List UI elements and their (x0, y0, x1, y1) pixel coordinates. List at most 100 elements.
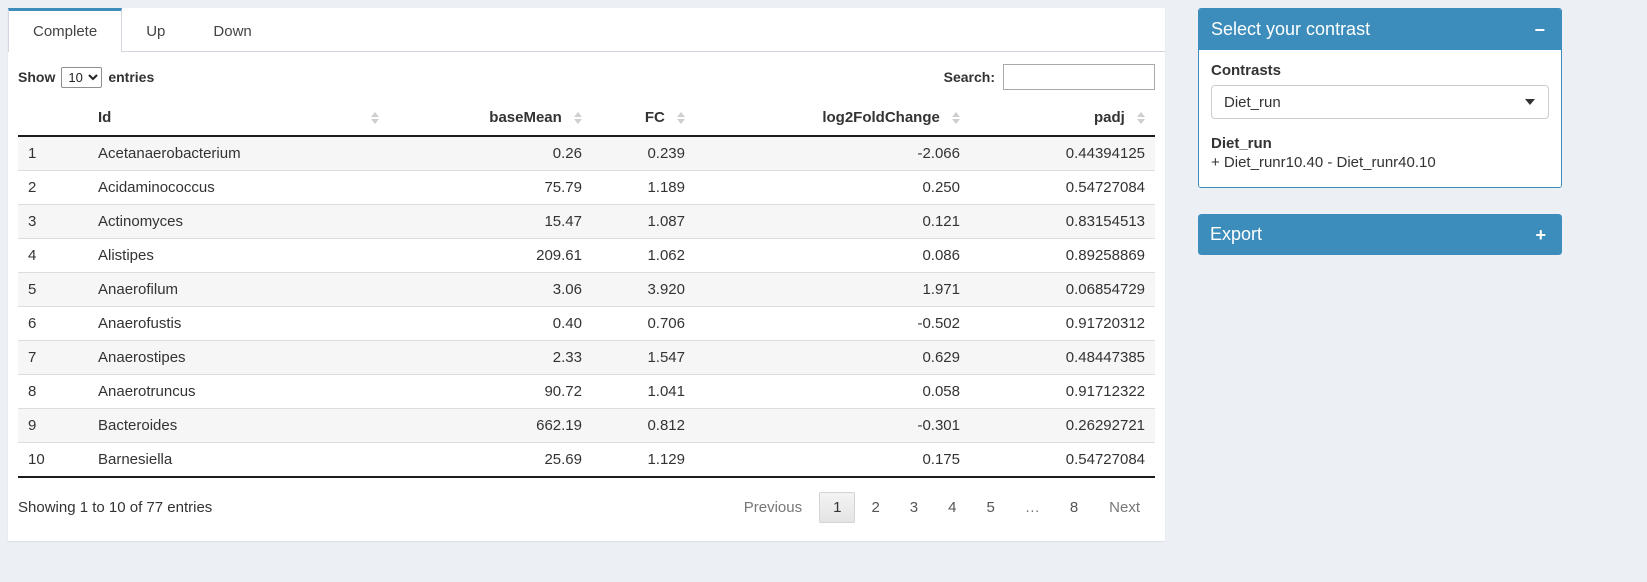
column-header-log2fc[interactable]: log2FoldChange (695, 100, 970, 137)
pagination-page-8-label[interactable]: 8 (1069, 499, 1079, 516)
cell-padj: 0.83154513 (970, 204, 1155, 239)
cell-rownum: 6 (18, 306, 88, 341)
minus-icon: − (1534, 19, 1545, 40)
pagination-page-1[interactable]: 1 (817, 492, 856, 523)
cell-id: Alistipes (88, 238, 385, 273)
cell-fc: 1.041 (592, 374, 695, 409)
cell-fc: 1.547 (592, 340, 695, 375)
cell-log2fc: 0.250 (695, 170, 970, 205)
caret-down-icon (1525, 99, 1535, 105)
export-box-title: Export (1210, 224, 1263, 244)
cell-rownum: 2 (18, 170, 88, 205)
pagination-ellipsis-label: … (1024, 499, 1040, 516)
cell-id: Anaerofilum (88, 272, 385, 307)
pagination-page-4[interactable]: 4 (932, 492, 970, 523)
cell-id: Anaerotruncus (88, 374, 385, 409)
tab-down-label[interactable]: Down (213, 23, 252, 40)
table-row: 5 Anaerofilum 3.06 3.920 1.971 0.0685472… (18, 272, 1155, 307)
pagination-ellipsis: … (1009, 492, 1054, 523)
expand-button[interactable]: + (1531, 226, 1550, 244)
cell-id: Anaerostipes (88, 340, 385, 375)
pagination-previous[interactable]: Previous (727, 492, 817, 523)
contrast-box-header: Select your contrast − (1199, 9, 1561, 50)
pagination-page-8[interactable]: 8 (1054, 492, 1092, 523)
cell-basemean: 662.19 (385, 408, 592, 443)
column-header-id[interactable]: Id (88, 100, 385, 137)
table-row: 10 Barnesiella 25.69 1.129 0.175 0.54727… (18, 442, 1155, 478)
contrasts-select[interactable]: Diet_run (1211, 85, 1549, 119)
cell-basemean: 3.06 (385, 272, 592, 307)
sort-icon (1137, 112, 1145, 125)
column-header-fc-label: FC (644, 109, 665, 126)
cell-log2fc: -0.502 (695, 306, 970, 341)
cell-rownum: 5 (18, 272, 88, 307)
pagination-page-3-label[interactable]: 3 (909, 499, 919, 516)
column-header-padj-label: padj (1093, 109, 1125, 126)
column-header-fc[interactable]: FC (592, 100, 695, 137)
pagination-next-label[interactable]: Next (1109, 499, 1140, 516)
cell-rownum: 1 (28, 145, 37, 162)
collapse-button[interactable]: − (1530, 21, 1549, 39)
export-box-header: Export + (1198, 214, 1562, 255)
contrast-box-body: Contrasts Diet_run Diet_run + Diet_runr1… (1199, 50, 1561, 187)
cell-fc: 0.812 (592, 408, 695, 443)
pagination-previous-label[interactable]: Previous (743, 499, 803, 516)
cell-rownum: 4 (18, 238, 88, 273)
tab-bar: Complete Up Down (8, 8, 1165, 52)
tab-complete[interactable]: Complete (8, 8, 123, 52)
cell-rownum: 9 (18, 408, 88, 443)
sort-icon (677, 112, 685, 125)
cell-basemean: 2.33 (385, 340, 592, 375)
cell-id: Bacteroides (88, 408, 385, 443)
cell-padj: 0.06854729 (970, 272, 1155, 307)
cell-fc: 0.239 (647, 145, 685, 162)
column-header-basemean[interactable]: baseMean (385, 100, 592, 137)
tab-up[interactable]: Up (122, 8, 189, 51)
contrast-formula: + Diet_runr10.40 - Diet_runr40.10 (1211, 154, 1436, 171)
search-control: Search: (944, 64, 1155, 90)
pagination-page-3[interactable]: 3 (894, 492, 932, 523)
column-header-id-label: Id (98, 109, 112, 126)
pagination-page-2-label[interactable]: 2 (871, 499, 880, 516)
pagination-next[interactable]: Next (1092, 492, 1155, 523)
datatable-footer: Showing 1 to 10 of 77 entries Previous 1 2… (18, 478, 1155, 527)
page-length-control: Show 10 entries (18, 66, 154, 88)
contrast-name: Diet_run (1211, 135, 1272, 152)
pagination-page-5[interactable]: 5 (970, 492, 1008, 523)
contrast-box: Select your contrast − Contrasts Diet_ru… (1198, 8, 1562, 188)
cell-fc: 1.129 (592, 442, 695, 478)
tab-content: Show 10 entries Search: Id (8, 52, 1165, 541)
cell-log2fc: 0.175 (695, 442, 970, 478)
datatable-controls: Show 10 entries Search: (18, 62, 1155, 100)
pagination-page-5-label[interactable]: 5 (986, 499, 995, 516)
right-column: Select your contrast − Contrasts Diet_ru… (1198, 8, 1562, 541)
show-label: Show (18, 69, 56, 85)
table-row: 8 Anaerotruncus 90.72 1.041 0.058 0.9171… (18, 374, 1155, 409)
cell-log2fc: 0.058 (695, 374, 970, 409)
plus-icon: + (1535, 224, 1546, 245)
cell-log2fc: 1.971 (695, 272, 970, 307)
cell-id: Actinomyces (88, 204, 385, 239)
cell-basemean: 75.79 (385, 170, 592, 205)
cell-padj: 0.48447385 (970, 340, 1155, 375)
tab-complete-label[interactable]: Complete (8, 8, 123, 52)
cell-rownum: 3 (18, 204, 88, 239)
cell-log2fc: 0.121 (695, 204, 970, 239)
table-row: 3 Actinomyces 15.47 1.087 0.121 0.831545… (18, 204, 1155, 239)
contrast-box-title: Select your contrast (1211, 19, 1371, 39)
table-row: 1 Acetanaerobacterium 0.26 0.239 -2.066 … (18, 136, 1155, 171)
tab-down[interactable]: Down (189, 8, 275, 51)
column-header-padj[interactable]: padj (970, 100, 1155, 137)
cell-log2fc: -2.066 (917, 145, 960, 162)
search-input[interactable] (1003, 64, 1155, 90)
search-label: Search: (943, 69, 995, 85)
table-row: 4 Alistipes 209.61 1.062 0.086 0.8925886… (18, 238, 1155, 273)
pagination-page-2[interactable]: 2 (855, 492, 893, 523)
contrasts-label: Contrasts (1211, 62, 1282, 79)
cell-rownum: 7 (18, 340, 88, 375)
pagination-page-1-label[interactable]: 1 (819, 492, 856, 523)
pagination-page-4-label[interactable]: 4 (948, 499, 957, 516)
page-length-select[interactable]: 10 (61, 66, 103, 88)
tab-up-label[interactable]: Up (146, 23, 166, 40)
cell-fc: 3.920 (592, 272, 695, 307)
